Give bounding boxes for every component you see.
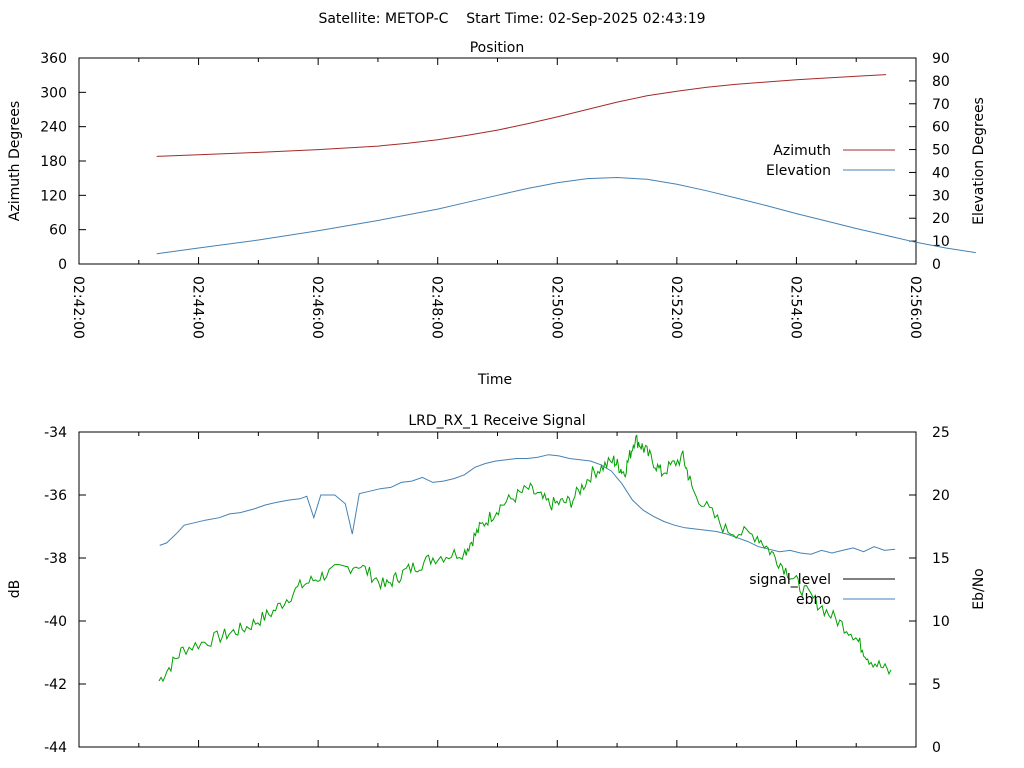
y2-tick-label: 70: [932, 97, 950, 113]
signal-ylabel: dB: [7, 580, 23, 599]
signal-series: [159, 454, 896, 555]
signal-x-axis: [78, 432, 917, 747]
y2-tick-label: 60: [932, 120, 950, 136]
signal-chart: LRD_RX_1 Receive Signal -44-42-40-38-36-…: [7, 413, 987, 756]
x-tick-label: 02:42:00: [70, 276, 86, 339]
y-tick-label: 120: [40, 188, 67, 204]
x-tick-label: 02:52:00: [668, 276, 684, 339]
x-tick-label: 02:50:00: [548, 276, 564, 339]
position-x-axis: 02:42:00 02:44:00 02:46:00 02:48:00 02:50:00…: [70, 58, 923, 339]
series-line-elevation: [156, 176, 976, 255]
position-series: [156, 74, 976, 255]
y2-tick-label: 80: [932, 74, 950, 90]
position-y2label: Elevation Degrees: [971, 97, 987, 225]
y-tick-label: 60: [49, 223, 67, 239]
signal-y-axis: -44 -42 -40 -38 -36 -34: [44, 425, 86, 756]
y2-tick-label: 5: [932, 677, 941, 693]
header-title: Satellite: METOP-C Start Time: 02-Sep-20…: [318, 11, 705, 27]
x-tick-label: 02:54:00: [787, 276, 803, 339]
series-line-azimuth: [156, 74, 887, 157]
x-tick-label: 02:44:00: [190, 276, 206, 339]
y2-tick-label: 0: [932, 740, 941, 756]
y2-tick-label: 20: [932, 488, 950, 504]
signal-y2-axis: 0 5 10 15 20 25: [909, 425, 950, 756]
y2-tick-label: 50: [932, 143, 950, 159]
y2-tick-label: 30: [932, 188, 950, 204]
y2-tick-label: 10: [932, 614, 950, 630]
y-tick-label: 180: [40, 154, 67, 170]
signal-green-trace: [158, 434, 892, 683]
y-tick-label: 0: [58, 257, 67, 273]
legend-label: Azimuth: [773, 143, 831, 159]
position-chart-title: Position: [470, 40, 525, 56]
y2-tick-label: 20: [932, 211, 950, 227]
position-legend: Azimuth Elevation: [766, 143, 895, 179]
y-tick-label: -36: [44, 488, 67, 504]
y-tick-label: -38: [44, 551, 67, 567]
y-tick-label: -42: [44, 677, 67, 693]
y2-tick-label: 40: [932, 165, 950, 181]
y2-tick-label: 25: [932, 425, 950, 441]
legend-label: ebno: [796, 592, 831, 608]
y2-tick-label: 15: [932, 551, 950, 567]
position-ylabel: Azimuth Degrees: [7, 101, 23, 221]
signal-y2label: Eb/No: [971, 568, 987, 610]
y-tick-label: -44: [44, 740, 67, 756]
y2-tick-label: 90: [932, 51, 950, 67]
position-y-axis: 0 60 120 180 240 300 360: [40, 51, 86, 273]
y2-tick-label: 0: [932, 257, 941, 273]
legend-label: Elevation: [766, 163, 831, 179]
x-tick-label: 02:46:00: [309, 276, 325, 339]
series-line-ebno: [159, 454, 896, 555]
signal-plot-frame: [78, 431, 917, 748]
y-tick-label: -34: [44, 425, 67, 441]
y-tick-label: 360: [40, 51, 67, 67]
y-tick-label: 240: [40, 120, 67, 136]
x-tick-label: 02:48:00: [429, 276, 445, 339]
signal-chart-title: LRD_RX_1 Receive Signal: [408, 413, 585, 429]
position-xlabel: Time: [477, 372, 512, 388]
position-plot-frame: [78, 57, 917, 265]
y-tick-label: 300: [40, 85, 67, 101]
x-tick-label: 02:56:00: [907, 276, 923, 339]
legend-label: signal_level: [749, 572, 831, 588]
y-tick-label: -40: [44, 614, 67, 630]
